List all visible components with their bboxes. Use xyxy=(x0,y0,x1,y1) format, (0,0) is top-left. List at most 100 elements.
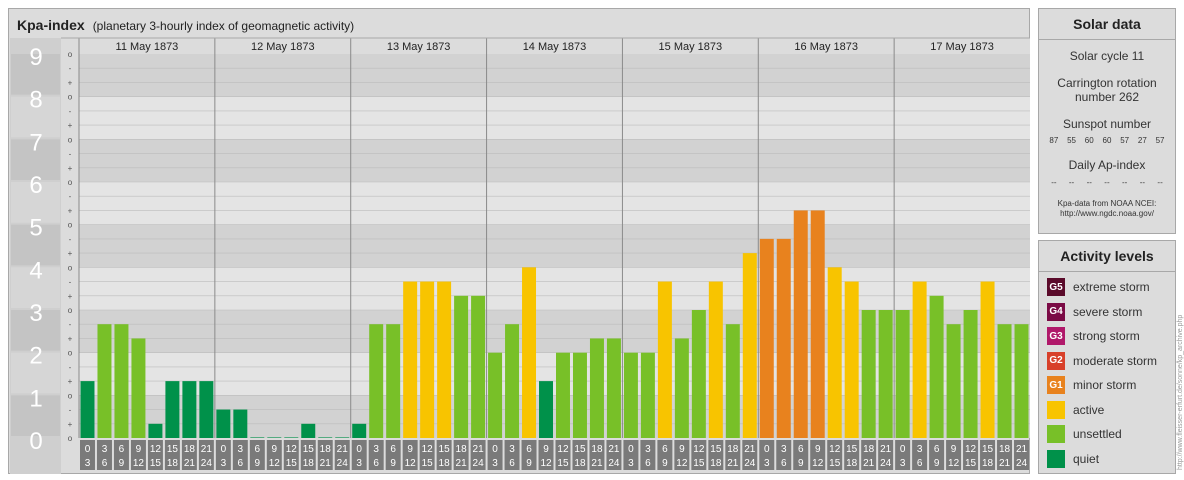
sunspot-value: 60 xyxy=(1084,136,1094,145)
hour-end-label: 24 xyxy=(1016,458,1028,469)
minor-tick-label: + xyxy=(68,334,73,343)
kp-bar xyxy=(352,423,367,438)
ap-value: -- xyxy=(1122,178,1128,187)
hour-start-label: 21 xyxy=(744,444,756,455)
minor-tick-label: + xyxy=(68,78,73,87)
minor-tick-label: o xyxy=(68,391,73,400)
hour-start-label: 3 xyxy=(509,444,515,455)
hour-end-label: 15 xyxy=(965,458,977,469)
carrington-line-1: Carrington rotation xyxy=(1057,76,1157,90)
level-row: G1 minor storm xyxy=(1039,373,1175,398)
kp-bar xyxy=(606,338,621,438)
minor-tick-label: - xyxy=(69,320,72,329)
hour-box xyxy=(793,440,809,470)
hour-start-label: 6 xyxy=(255,444,261,455)
kp-bar xyxy=(216,409,231,438)
hour-box xyxy=(759,440,775,470)
level-swatch: G3 xyxy=(1047,327,1065,346)
kp-bar xyxy=(284,437,299,438)
hour-end-label: 24 xyxy=(337,458,349,469)
hour-start-label: 3 xyxy=(917,444,923,455)
hour-start-label: 9 xyxy=(407,444,413,455)
hour-start-label: 18 xyxy=(456,444,468,455)
hour-box xyxy=(351,440,367,470)
hour-box xyxy=(113,440,129,470)
kp-bar xyxy=(335,437,350,438)
hour-end-label: 21 xyxy=(999,458,1011,469)
hour-end-label: 21 xyxy=(456,458,468,469)
y-tick-cell xyxy=(11,96,60,138)
day-label: 12 May 1873 xyxy=(251,41,315,53)
hour-start-label: 0 xyxy=(900,444,906,455)
hour-box xyxy=(572,440,588,470)
hour-start-label: 15 xyxy=(574,444,586,455)
hour-start-label: 12 xyxy=(150,444,162,455)
chart-title: Kpa-index (planetary 3-hourly index of ge… xyxy=(17,17,354,33)
day-label: 17 May 1873 xyxy=(930,41,994,53)
hour-box xyxy=(742,440,758,470)
hour-box xyxy=(589,440,605,470)
level-row: G2 moderate storm xyxy=(1039,349,1175,374)
hour-start-label: 21 xyxy=(473,444,485,455)
hour-end-label: 15 xyxy=(557,458,569,469)
hour-end-label: 12 xyxy=(676,458,688,469)
hour-end-label: 12 xyxy=(133,458,145,469)
kp-bar xyxy=(691,310,706,438)
hour-start-label: 21 xyxy=(201,444,213,455)
minor-tick-label: - xyxy=(69,278,72,287)
hour-start-label: 9 xyxy=(951,444,957,455)
hour-start-label: 18 xyxy=(591,444,603,455)
hour-end-label: 6 xyxy=(645,458,651,469)
minor-tick-label: o xyxy=(68,93,73,102)
hour-start-label: 6 xyxy=(526,444,532,455)
hour-end-label: 18 xyxy=(574,458,586,469)
kp-band xyxy=(79,54,1030,97)
ap-value: -- xyxy=(1157,178,1163,187)
hour-end-label: 15 xyxy=(693,458,705,469)
hour-box xyxy=(878,440,894,470)
hour-box xyxy=(232,440,248,470)
minor-tick-label: - xyxy=(69,363,72,372)
hour-box xyxy=(266,440,282,470)
hour-box xyxy=(317,440,333,470)
kp-bar xyxy=(250,437,265,438)
sunspot-value: 57 xyxy=(1155,136,1165,145)
hour-end-label: 24 xyxy=(744,458,756,469)
vertical-credit-text: http://www.fleisser-erfurt.de/sonne/kp_a… xyxy=(1177,315,1184,470)
minor-tick-label: o xyxy=(68,221,73,230)
kp-bar xyxy=(640,352,655,438)
level-row: G3 strong storm xyxy=(1039,324,1175,349)
kp-bar xyxy=(403,281,418,438)
hour-start-label: 6 xyxy=(798,444,804,455)
hour-box xyxy=(283,440,299,470)
kp-bar xyxy=(759,238,774,438)
hour-end-label: 9 xyxy=(798,458,804,469)
hour-box xyxy=(181,440,197,470)
hour-box xyxy=(470,440,486,470)
hour-start-label: 9 xyxy=(679,444,685,455)
kp-bar xyxy=(182,381,197,438)
hour-end-label: 9 xyxy=(390,458,396,469)
kp-bar xyxy=(199,381,214,438)
hour-box xyxy=(130,440,146,470)
hour-box xyxy=(980,440,996,470)
hour-start-label: 3 xyxy=(373,444,379,455)
hour-start-label: 21 xyxy=(880,444,892,455)
hour-end-label: 3 xyxy=(85,458,91,469)
level-swatch xyxy=(1047,449,1065,468)
y-tick-cell xyxy=(11,267,60,308)
noaa-credit-1: Kpa-data from NOAA NCEI: xyxy=(1057,199,1157,208)
kp-band xyxy=(79,224,1030,268)
hour-box xyxy=(912,440,928,470)
hour-start-label: 12 xyxy=(965,444,977,455)
hour-box xyxy=(606,440,622,470)
y-tick-label: 4 xyxy=(29,257,42,284)
hour-end-label: 18 xyxy=(167,458,179,469)
minor-tick-label: o xyxy=(68,135,73,144)
kp-bar xyxy=(539,381,553,438)
kp-bar xyxy=(827,267,842,438)
level-row: quiet xyxy=(1039,447,1175,472)
ap-values: -- -- -- -- -- -- -- xyxy=(1039,178,1175,187)
level-label: minor storm xyxy=(1073,378,1137,393)
